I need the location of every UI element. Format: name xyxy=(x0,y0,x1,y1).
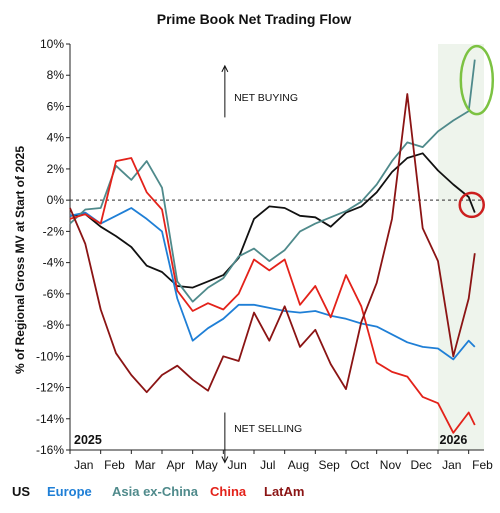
x-tick-label: Jan xyxy=(442,458,461,472)
x-tick-label: Feb xyxy=(104,458,125,472)
year-label-2025: 2025 xyxy=(74,433,102,447)
y-tick-label: 6% xyxy=(47,99,65,113)
highlight-ellipse-green xyxy=(459,44,495,116)
y-tick-label: 0% xyxy=(47,193,65,207)
x-tick-label: Dec xyxy=(410,458,431,472)
x-tick-label: Jun xyxy=(227,458,246,472)
x-tick-label: Oct xyxy=(350,458,369,472)
legend: US Europe Asia ex-China China LatAm xyxy=(12,484,304,499)
legend-item-latam: LatAm xyxy=(264,484,304,499)
legend-item-europe: Europe xyxy=(47,484,92,499)
x-tick-label: Sep xyxy=(318,458,340,472)
y-tick-label: 8% xyxy=(47,68,65,82)
series-line-china xyxy=(69,157,476,434)
chart-title: Prime Book Net Trading Flow xyxy=(157,11,352,27)
y-tick-label: -16% xyxy=(36,443,64,457)
series-line-asia-ex-china xyxy=(69,59,476,303)
y-tick-label: -4% xyxy=(43,256,65,270)
shaded-region xyxy=(438,44,484,450)
x-tick-label: Jul xyxy=(260,458,275,472)
x-tick-label: Feb xyxy=(472,458,493,472)
y-tick-label: -6% xyxy=(43,287,65,301)
x-tick-label: Nov xyxy=(380,458,401,472)
net-selling-arrowhead xyxy=(221,456,229,464)
y-axis-label: % of Regional Gross MV at Start of 2025 xyxy=(13,146,27,374)
legend-item-us: US xyxy=(12,484,30,499)
y-tick-label: -10% xyxy=(36,349,64,363)
y-tick-label: -8% xyxy=(43,318,65,332)
highlight-circle-red xyxy=(458,191,485,219)
y-tick-label: -2% xyxy=(43,224,65,238)
series-line-europe xyxy=(69,207,476,361)
x-tick-label: Apr xyxy=(166,458,185,472)
x-tick-label: Mar xyxy=(135,458,156,472)
y-tick-label: 2% xyxy=(47,162,65,176)
y-tick-label: -14% xyxy=(36,412,64,426)
annotation-net-buying: NET BUYING xyxy=(234,92,298,104)
legend-item-china: China xyxy=(210,484,247,499)
annotation-net-selling: NET SELLING xyxy=(234,423,302,435)
series-line-latam xyxy=(69,93,476,394)
y-tick-label: -12% xyxy=(36,381,64,395)
x-tick-label: Aug xyxy=(288,458,309,472)
year-label-2026: 2026 xyxy=(440,433,468,447)
legend-item-asia-ex-china: Asia ex-China xyxy=(112,484,199,499)
net-buying-arrowhead xyxy=(221,64,229,73)
plot-area: 10% 8% 6% 4% 2% 0% -2% -4% -6% -8% -10% -12% -14% -16… xyxy=(36,37,495,472)
x-tick-label: Jan xyxy=(74,458,93,472)
x-tick-label: May xyxy=(195,458,218,472)
y-tick-label: 10% xyxy=(40,37,64,51)
y-tick-label: 4% xyxy=(47,131,65,145)
